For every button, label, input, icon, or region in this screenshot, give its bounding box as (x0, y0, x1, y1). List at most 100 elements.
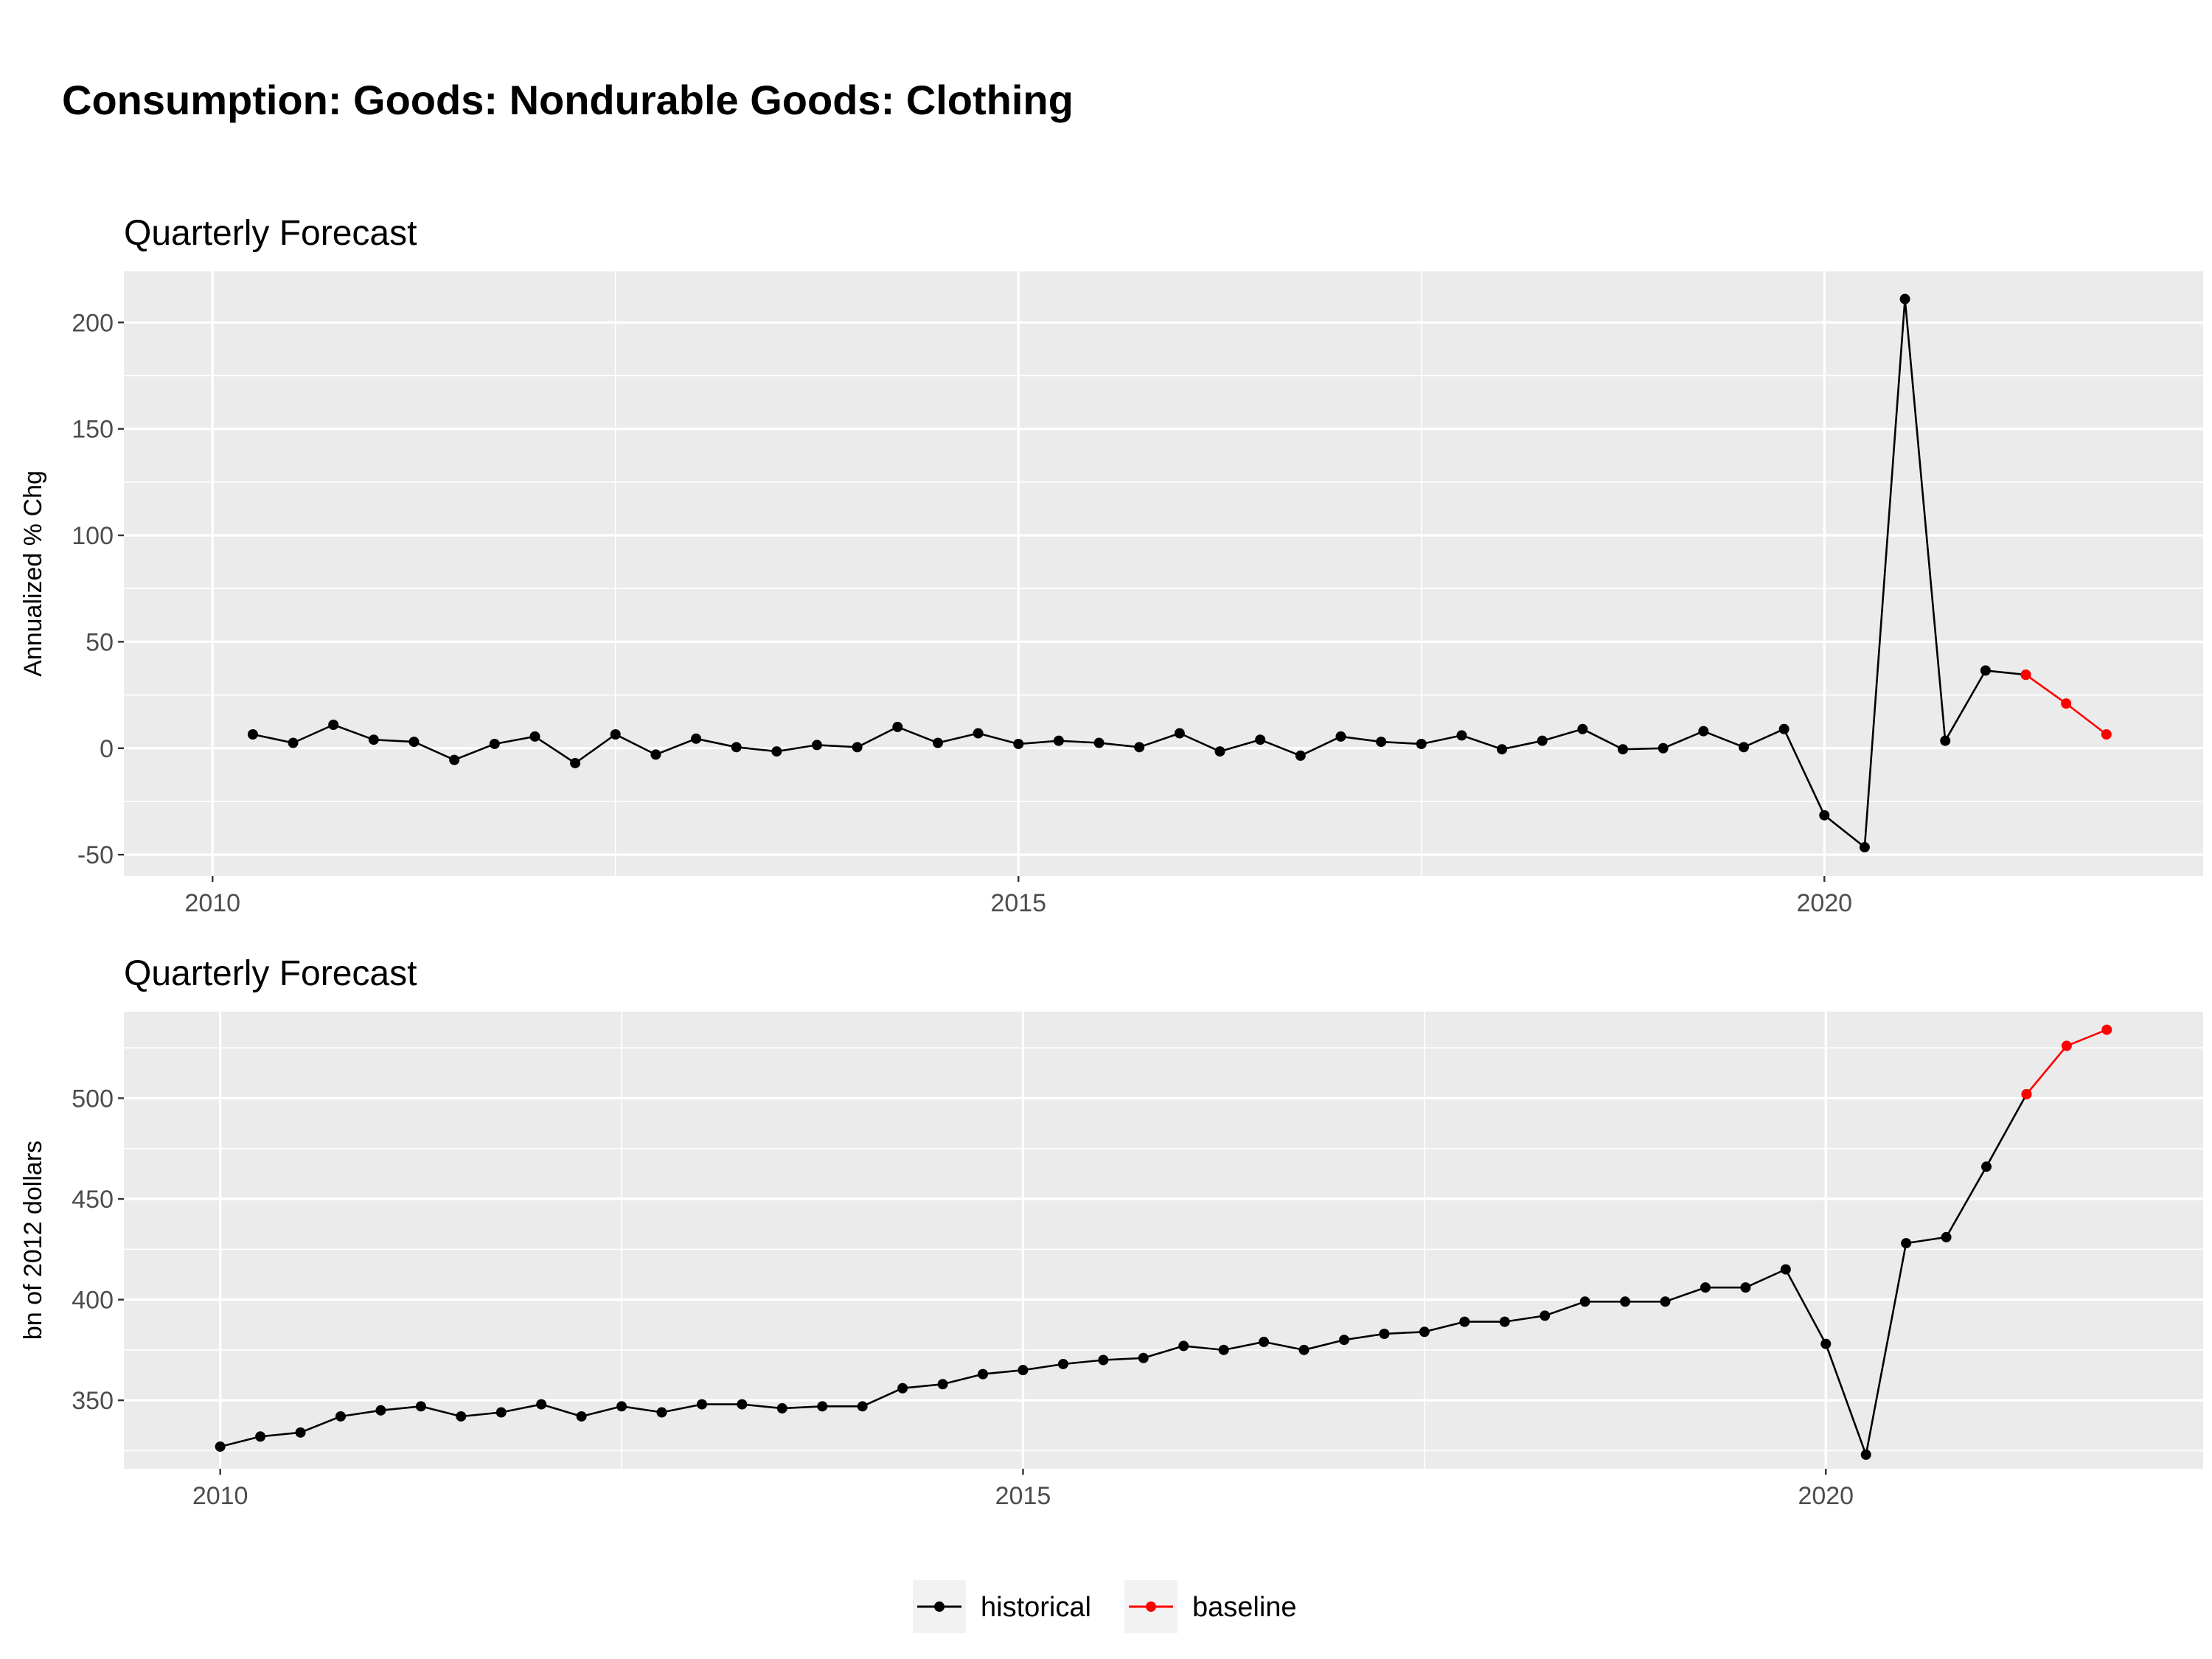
data-point-historical (857, 1401, 868, 1412)
data-point-historical (656, 1407, 667, 1418)
data-point-historical (1941, 1231, 1952, 1242)
data-point-baseline (2020, 669, 2031, 681)
x-tick-label: 2010 (192, 1482, 248, 1510)
data-point-historical (1618, 744, 1629, 755)
data-point-historical (1540, 1310, 1551, 1321)
data-point-historical (1698, 726, 1709, 737)
data-point-baseline (2061, 698, 2072, 709)
data-point-baseline (2021, 1088, 2032, 1099)
series-line-historical (220, 1093, 2028, 1456)
legend-item-historical: historical (913, 1580, 1091, 1633)
data-point-historical (1738, 742, 1749, 753)
data-point-historical (576, 1411, 587, 1422)
data-point-historical (1134, 742, 1145, 753)
data-point-historical (1456, 730, 1467, 741)
data-point-historical (897, 1382, 908, 1394)
data-point-historical (375, 1405, 386, 1416)
data-point-historical (1376, 737, 1387, 748)
data-point-historical (1053, 735, 1064, 746)
data-point-historical (1658, 742, 1669, 754)
data-point-historical (1379, 1329, 1390, 1340)
data-point-historical (812, 740, 822, 751)
data-point-historical (1700, 1282, 1711, 1293)
y-tick-label: 450 (72, 1186, 114, 1214)
panel-background (124, 271, 2203, 876)
data-point-historical (1579, 1296, 1590, 1307)
data-point-historical (1018, 1365, 1029, 1376)
y-tick-label: 500 (72, 1085, 114, 1113)
data-point-baseline (2101, 1024, 2112, 1035)
data-point-historical (771, 746, 782, 757)
data-point-historical (335, 1411, 346, 1422)
data-point-baseline (2061, 1040, 2072, 1051)
data-point-historical (247, 728, 258, 740)
y-tick-label: -50 (77, 841, 114, 869)
series-baseline (2020, 669, 2112, 740)
data-point-historical (1093, 737, 1105, 748)
panel-subtitle: Quarterly Forecast (124, 214, 417, 253)
data-point-historical (1218, 1344, 1229, 1355)
data-point-historical (1335, 731, 1346, 742)
x-tick-label: 2015 (995, 1482, 1051, 1510)
data-point-historical (288, 737, 299, 748)
y-tick-label: 100 (72, 522, 114, 550)
data-point-historical (1338, 1335, 1349, 1346)
panel-1: Quarterly Forecast -50 0 50 100 150 200 2010 201… (19, 214, 2203, 917)
data-point-historical (529, 731, 540, 742)
data-point-historical (1980, 665, 1991, 676)
y-tick-label: 400 (72, 1287, 114, 1315)
data-point-historical (1098, 1354, 1109, 1366)
legend: historical baseline (913, 1580, 1297, 1633)
x-tick-label: 2015 (990, 889, 1046, 917)
data-point-historical (1013, 738, 1024, 749)
data-point-historical (536, 1399, 547, 1410)
data-point-historical (1057, 1358, 1068, 1369)
data-point-historical (489, 738, 500, 749)
data-point-historical (973, 728, 984, 739)
data-point-historical (937, 1379, 948, 1390)
data-point-historical (408, 737, 420, 748)
data-point-historical (737, 1399, 748, 1410)
data-point-historical (328, 720, 339, 730)
data-point-historical (978, 1368, 989, 1380)
data-point-historical (1259, 1336, 1270, 1347)
data-point-historical (1819, 810, 1830, 821)
data-point-historical (817, 1401, 828, 1412)
data-point-historical (1981, 1161, 1992, 1172)
data-point-historical (1820, 1338, 1832, 1349)
data-point-historical (295, 1427, 306, 1438)
data-point-historical (650, 749, 661, 760)
legend-label: baseline (1192, 1592, 1297, 1623)
data-point-historical (215, 1441, 226, 1452)
data-point-historical (1780, 1264, 1791, 1275)
y-axis-title: Annualized % Chg (19, 470, 47, 677)
data-point-historical (1577, 723, 1588, 734)
data-point-historical (1740, 1282, 1751, 1293)
legend-key-point (1146, 1601, 1156, 1612)
data-point-historical (456, 1411, 467, 1422)
y-tick-label: 200 (72, 309, 114, 337)
data-point-historical (1295, 750, 1306, 761)
data-point-historical (932, 737, 943, 748)
series-baseline (2021, 1024, 2112, 1099)
y-tick-label: 50 (86, 628, 114, 656)
data-point-historical (449, 754, 460, 765)
data-point-historical (570, 757, 581, 768)
data-point-historical (1620, 1296, 1631, 1307)
data-point-historical (616, 1401, 627, 1412)
data-point-historical (1901, 1238, 1912, 1249)
data-point-historical (610, 728, 621, 740)
panel-subtitle: Quarterly Forecast (124, 954, 417, 993)
data-point-historical (1660, 1296, 1671, 1307)
y-tick-label: 350 (72, 1387, 114, 1415)
legend-label: historical (981, 1592, 1091, 1623)
data-point-historical (1778, 723, 1790, 734)
panel-2: Quarterly Forecast 350 400 450 500 2010 2015 20… (19, 954, 2203, 1510)
data-point-historical (1419, 1326, 1430, 1338)
x-tick-label: 2020 (1798, 1482, 1854, 1510)
data-point-historical (892, 721, 903, 732)
data-point-baseline (2101, 728, 2112, 740)
data-point-historical (1940, 735, 1951, 746)
y-tick-label: 150 (72, 416, 114, 444)
